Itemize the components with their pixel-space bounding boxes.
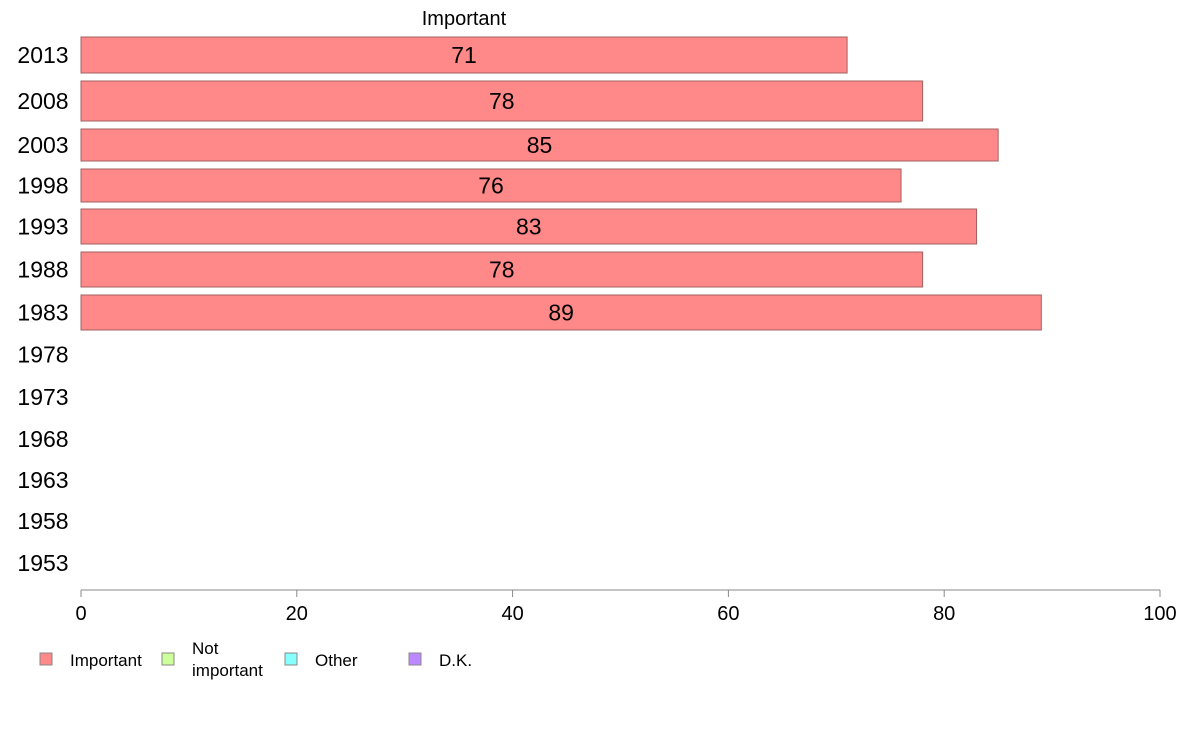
y-tick-label: 1963 bbox=[17, 467, 68, 493]
bar bbox=[80, 80, 924, 122]
bar bbox=[80, 251, 924, 288]
legend-swatch bbox=[39, 652, 53, 666]
x-tick-label: 0 bbox=[75, 603, 86, 625]
bar-data-label: 76 bbox=[478, 173, 504, 199]
bar bbox=[80, 128, 999, 162]
bar bbox=[80, 36, 848, 74]
y-tick-label: 1978 bbox=[17, 342, 68, 368]
bar-data-label: 85 bbox=[527, 132, 553, 158]
x-tick-label: 40 bbox=[501, 603, 523, 625]
y-tick-label: 1958 bbox=[17, 508, 68, 534]
legend-swatch bbox=[161, 652, 175, 666]
x-tick-label: 100 bbox=[1143, 603, 1176, 625]
legend-label: important bbox=[192, 661, 263, 680]
x-tick-label: 20 bbox=[286, 603, 308, 625]
y-tick-label: 1988 bbox=[17, 257, 68, 283]
legend-swatch bbox=[408, 652, 422, 666]
bar bbox=[80, 294, 1042, 331]
bar-data-label: 89 bbox=[548, 300, 574, 326]
chart-title: Important bbox=[422, 8, 507, 30]
bar bbox=[80, 168, 902, 203]
bar-data-label: 78 bbox=[489, 88, 515, 114]
bar-data-label: 83 bbox=[516, 214, 542, 240]
y-tick-label: 2013 bbox=[17, 42, 68, 68]
bar bbox=[80, 208, 978, 245]
bar-data-label: 78 bbox=[489, 257, 515, 283]
legend-label: D.K. bbox=[439, 651, 472, 670]
y-tick-label: 1953 bbox=[17, 550, 68, 576]
y-tick-label: 2008 bbox=[17, 88, 68, 114]
legend-label: Not bbox=[192, 639, 219, 658]
y-tick-label: 2003 bbox=[17, 132, 68, 158]
y-tick-label: 1998 bbox=[17, 173, 68, 199]
y-tick-label: 1968 bbox=[17, 426, 68, 452]
y-tick-label: 1993 bbox=[17, 214, 68, 240]
y-tick-label: 1973 bbox=[17, 384, 68, 410]
x-tick-label: 80 bbox=[933, 603, 955, 625]
bar-data-label: 71 bbox=[451, 42, 477, 68]
legend-swatch bbox=[284, 652, 298, 666]
legend-label: Other bbox=[315, 651, 358, 670]
x-tick-label: 60 bbox=[717, 603, 739, 625]
legend-label: Important bbox=[70, 651, 142, 670]
y-tick-label: 1983 bbox=[17, 300, 68, 326]
